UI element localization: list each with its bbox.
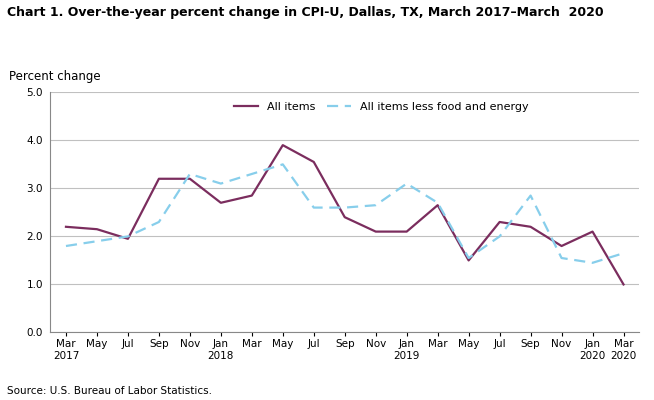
- All items: [434, 203, 441, 208]
- All items less food and energy: [496, 234, 504, 239]
- All items: [403, 229, 411, 234]
- All items less food and energy: [434, 200, 441, 205]
- All items: [248, 193, 256, 198]
- All items less food and energy: [526, 193, 534, 198]
- Text: Percent change: Percent change: [9, 70, 101, 83]
- All items less food and energy: [124, 234, 132, 239]
- All items: [589, 229, 596, 234]
- All items less food and energy: [279, 162, 286, 167]
- Text: Source: U.S. Bureau of Labor Statistics.: Source: U.S. Bureau of Labor Statistics.: [7, 386, 211, 396]
- All items: [310, 160, 318, 164]
- All items: [496, 220, 504, 224]
- All items: [124, 236, 132, 241]
- All items: [62, 224, 70, 229]
- All items less food and energy: [217, 181, 225, 186]
- All items less food and energy: [589, 260, 596, 265]
- All items: [279, 143, 286, 148]
- All items less food and energy: [558, 256, 566, 260]
- All items less food and energy: [371, 203, 379, 208]
- All items less food and energy: [62, 244, 70, 248]
- All items less food and energy: [155, 220, 163, 224]
- All items: [526, 224, 534, 229]
- All items: [93, 227, 101, 232]
- All items less food and energy: [248, 172, 256, 176]
- All items less food and energy: [619, 251, 627, 256]
- All items: [619, 282, 627, 287]
- All items: [186, 176, 194, 181]
- All items less food and energy: [186, 172, 194, 176]
- All items: [217, 200, 225, 205]
- All items: [465, 258, 473, 263]
- All items: [558, 244, 566, 248]
- All items: [155, 176, 163, 181]
- Line: All items less food and energy: All items less food and energy: [66, 164, 623, 263]
- Text: Chart 1. Over-the-year percent change in CPI-U, Dallas, TX, March 2017–March  20: Chart 1. Over-the-year percent change in…: [7, 6, 603, 19]
- Line: All items: All items: [66, 145, 623, 284]
- All items less food and energy: [403, 181, 411, 186]
- All items less food and energy: [465, 256, 473, 260]
- All items less food and energy: [93, 239, 101, 244]
- All items less food and energy: [341, 205, 349, 210]
- All items: [341, 215, 349, 220]
- All items: [371, 229, 379, 234]
- All items less food and energy: [310, 205, 318, 210]
- Legend: All items, All items less food and energy: All items, All items less food and energ…: [230, 97, 533, 116]
